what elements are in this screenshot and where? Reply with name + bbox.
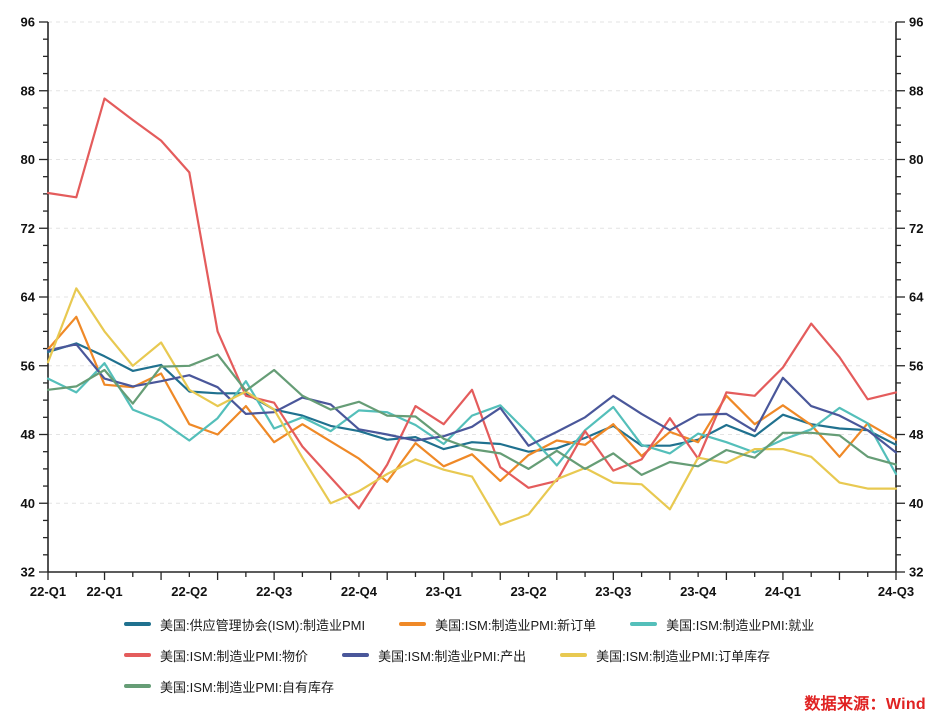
legend-label-employment: 美国:ISM:制造业PMI:就业 [666, 617, 815, 633]
svg-text:22-Q1: 22-Q1 [86, 584, 122, 599]
legend-label-production: 美国:ISM:制造业PMI:产出 [378, 648, 527, 664]
svg-text:72: 72 [909, 221, 923, 236]
svg-text:88: 88 [21, 83, 35, 98]
svg-text:80: 80 [909, 152, 923, 167]
series-line-1 [46, 315, 898, 483]
series-lines [46, 97, 898, 526]
svg-text:56: 56 [909, 358, 923, 373]
legend-swatch-own-inventories [124, 684, 151, 688]
legend-label-new-orders: 美国:ISM:制造业PMI:新订单 [435, 617, 597, 633]
legend-item-order-backlog: 美国:ISM:制造业PMI:订单库存 [560, 645, 770, 665]
gridlines [48, 21, 896, 504]
legend: 美国:供应管理协会(ISM):制造业PMI 美国:ISM:制造业PMI:新订单 … [124, 614, 916, 696]
data-source-note: 数据来源：Wind [804, 696, 926, 713]
svg-text:48: 48 [909, 427, 923, 442]
series-line-6 [46, 353, 898, 476]
legend-swatch-order-backlog [560, 653, 588, 657]
svg-text:56: 56 [21, 358, 35, 373]
legend-swatch-production [342, 653, 370, 657]
svg-text:40: 40 [909, 496, 923, 511]
svg-text:72: 72 [21, 221, 35, 236]
legend-item-production: 美国:ISM:制造业PMI:产出 [342, 645, 526, 665]
svg-text:40: 40 [21, 496, 35, 511]
svg-text:64: 64 [909, 290, 924, 305]
legend-label-ism-pmi: 美国:供应管理协会(ISM):制造业PMI [160, 617, 366, 633]
svg-text:88: 88 [909, 83, 923, 98]
svg-text:23-Q4: 23-Q4 [680, 584, 717, 599]
legend-swatch-prices [124, 653, 151, 657]
y-axis-labels: 32 32 40 40 48 48 56 56 64 64 72 72 80 80 88 88 96 96 [21, 15, 925, 580]
x-axis-ticks [47, 572, 897, 580]
series-line-2 [46, 362, 898, 476]
svg-text:24-Q1: 24-Q1 [765, 584, 801, 599]
legend-item-ism-pmi: 美国:供应管理协会(ISM):制造业PMI [124, 614, 365, 634]
svg-text:23-Q2: 23-Q2 [510, 584, 546, 599]
legend-label-order-backlog: 美国:ISM:制造业PMI:订单库存 [596, 648, 771, 664]
legend-item-own-inventories: 美国:ISM:制造业PMI:自有库存 [124, 676, 334, 696]
legend-label-prices: 美国:ISM:制造业PMI:物价 [160, 648, 309, 664]
y-axis-ticks [39, 21, 905, 573]
svg-text:48: 48 [21, 427, 35, 442]
svg-text:64: 64 [21, 290, 36, 305]
svg-text:96: 96 [21, 15, 35, 30]
series-line-5 [46, 287, 898, 526]
series-line-0 [46, 342, 898, 453]
svg-text:22-Q3: 22-Q3 [256, 584, 292, 599]
svg-text:96: 96 [909, 15, 923, 30]
svg-text:32: 32 [909, 565, 923, 580]
legend-item-new-orders: 美国:ISM:制造业PMI:新订单 [399, 614, 596, 634]
series-line-3 [46, 97, 898, 510]
legend-item-prices: 美国:ISM:制造业PMI:物价 [124, 645, 308, 665]
svg-text:23-Q1: 23-Q1 [426, 584, 462, 599]
legend-swatch-new-orders [399, 622, 427, 626]
series-line-4 [46, 343, 898, 454]
x-axis-labels: 22-Q1 22-Q1 22-Q2 22-Q3 22-Q4 23-Q1 23-Q2 23-Q3… [30, 584, 914, 599]
svg-text:22-Q1: 22-Q1 [30, 584, 66, 599]
svg-text:32: 32 [21, 565, 35, 580]
legend-swatch-employment [630, 622, 658, 626]
legend-swatch-ism-pmi [124, 622, 151, 626]
svg-text:24-Q3: 24-Q3 [878, 584, 914, 599]
svg-text:22-Q4: 22-Q4 [341, 584, 378, 599]
svg-text:80: 80 [21, 152, 35, 167]
svg-text:23-Q3: 23-Q3 [595, 584, 631, 599]
legend-label-own-inventories: 美国:ISM:制造业PMI:自有库存 [160, 679, 335, 695]
legend-item-employment: 美国:ISM:制造业PMI:就业 [630, 614, 814, 634]
svg-text:22-Q2: 22-Q2 [171, 584, 207, 599]
